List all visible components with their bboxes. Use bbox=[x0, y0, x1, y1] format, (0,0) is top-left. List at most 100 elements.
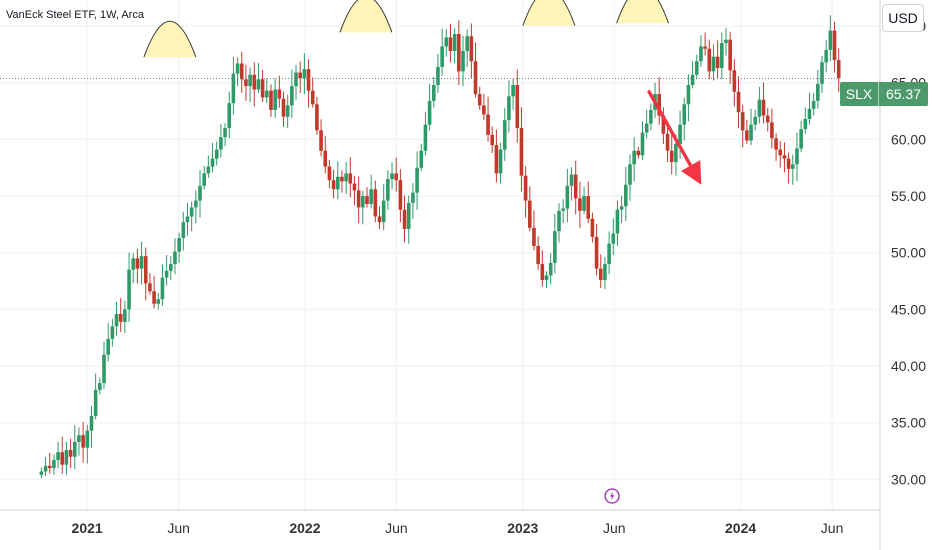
grid-lines bbox=[0, 0, 880, 510]
candle-body bbox=[582, 196, 586, 211]
candle-body bbox=[340, 176, 344, 182]
candle bbox=[686, 74, 691, 122]
candle-body bbox=[335, 176, 340, 190]
candle-body bbox=[319, 130, 323, 151]
candle bbox=[223, 123, 227, 147]
candle bbox=[239, 52, 244, 93]
candle bbox=[436, 53, 440, 93]
candle-body bbox=[448, 37, 453, 51]
candle-body bbox=[548, 262, 553, 276]
candle-body bbox=[724, 39, 728, 44]
candle bbox=[348, 157, 353, 198]
candle-body bbox=[302, 69, 307, 79]
currency-button[interactable]: USD bbox=[882, 4, 924, 32]
candle-body bbox=[657, 94, 662, 116]
candle-body bbox=[703, 46, 707, 49]
candle bbox=[398, 168, 403, 223]
candle bbox=[607, 231, 611, 275]
candle bbox=[657, 77, 662, 125]
candle-body bbox=[778, 149, 783, 156]
candle bbox=[365, 186, 369, 208]
candle-body bbox=[331, 180, 336, 190]
candle bbox=[98, 377, 102, 395]
candle bbox=[344, 162, 348, 194]
candle-body bbox=[461, 51, 465, 72]
candle bbox=[214, 141, 219, 166]
candle bbox=[753, 109, 758, 131]
candle-body bbox=[206, 166, 211, 174]
candle bbox=[386, 170, 390, 210]
candle bbox=[615, 200, 620, 246]
candle bbox=[640, 121, 645, 160]
candle-body bbox=[256, 79, 261, 90]
candle bbox=[160, 264, 165, 306]
candle-body bbox=[811, 100, 816, 109]
candle-body bbox=[636, 150, 641, 156]
lightning-icon[interactable] bbox=[604, 488, 620, 504]
candle-body bbox=[820, 62, 824, 84]
candle-body bbox=[661, 115, 666, 134]
time-axis[interactable]: 2021 Jun 2022 Jun 2023 Jun 2024 Jun bbox=[72, 520, 844, 536]
candle bbox=[678, 110, 682, 159]
candle bbox=[352, 175, 357, 206]
candle bbox=[749, 108, 753, 146]
candle-body bbox=[473, 61, 478, 95]
candle-body bbox=[98, 383, 102, 390]
candle bbox=[619, 195, 624, 224]
candle-body bbox=[365, 196, 369, 204]
candle-body bbox=[306, 69, 311, 91]
candle bbox=[494, 129, 499, 183]
candle bbox=[285, 94, 290, 129]
candle bbox=[669, 134, 674, 175]
candle-body bbox=[402, 209, 407, 229]
candle-body bbox=[118, 313, 123, 322]
candle bbox=[703, 32, 707, 56]
candle bbox=[423, 111, 428, 156]
candle-body bbox=[114, 313, 119, 327]
candle-body bbox=[753, 116, 758, 125]
candle bbox=[523, 166, 528, 218]
candle bbox=[590, 212, 595, 243]
candle-body bbox=[344, 173, 348, 182]
candle bbox=[235, 57, 240, 87]
candle bbox=[774, 133, 778, 161]
candle bbox=[106, 322, 110, 362]
candle bbox=[185, 203, 190, 236]
candle bbox=[557, 203, 561, 243]
candle bbox=[173, 238, 177, 275]
price-tick-label: 30.00 bbox=[891, 471, 926, 487]
candle-body bbox=[632, 150, 636, 165]
candle-body bbox=[210, 158, 215, 167]
candle bbox=[765, 107, 770, 132]
candle-body bbox=[323, 150, 328, 167]
candle-body bbox=[678, 124, 682, 144]
candle-body bbox=[527, 200, 532, 228]
time-tick-label: 2021 bbox=[72, 520, 103, 536]
candle bbox=[198, 170, 202, 218]
candle bbox=[799, 120, 803, 152]
candle bbox=[131, 253, 136, 284]
time-tick-label: 2024 bbox=[725, 520, 756, 536]
candle-body bbox=[85, 430, 90, 448]
candle bbox=[728, 31, 732, 84]
candle-body bbox=[728, 39, 732, 71]
candle-body bbox=[110, 326, 115, 339]
candle-body bbox=[135, 258, 140, 269]
candle-body bbox=[715, 56, 720, 68]
candle bbox=[281, 91, 286, 127]
candle bbox=[152, 275, 156, 309]
candle bbox=[148, 273, 152, 295]
candle-body bbox=[223, 128, 227, 138]
candle-body bbox=[143, 256, 148, 284]
candle-body bbox=[790, 164, 795, 169]
candle bbox=[415, 151, 419, 210]
candle bbox=[490, 126, 495, 153]
candle bbox=[394, 157, 399, 192]
candle-body bbox=[736, 91, 741, 113]
candle-body bbox=[611, 233, 616, 244]
candle-body bbox=[152, 291, 156, 304]
candle bbox=[123, 300, 127, 334]
candle-body bbox=[198, 185, 202, 201]
